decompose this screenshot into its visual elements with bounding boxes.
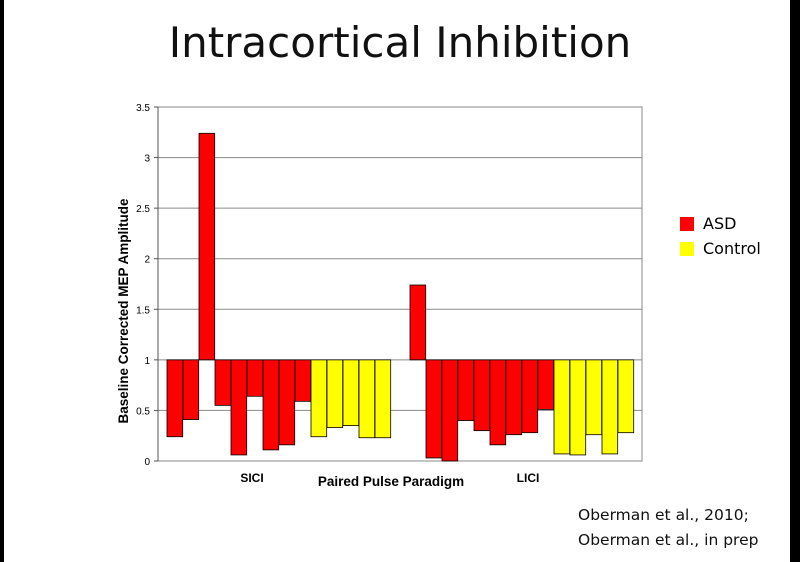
legend-item-asd: ASD	[680, 211, 761, 236]
bar-sici-asd	[214, 359, 232, 406]
y-tick-label: 2	[144, 255, 150, 266]
chart-legend: ASD Control	[680, 211, 761, 261]
legend-label-asd: ASD	[703, 214, 737, 233]
y-tick-label: 1	[144, 356, 150, 367]
bar-lici-control	[601, 359, 619, 455]
bar-sici-asd	[166, 359, 184, 438]
bar-lici-asd	[505, 359, 523, 436]
x-category-label: SICI	[240, 471, 263, 485]
legend-swatch-asd	[680, 216, 694, 231]
bar-sici-asd	[230, 359, 248, 456]
legend-label-control: Control	[703, 239, 761, 258]
bar-lici-asd	[425, 359, 443, 459]
bar-sici-asd	[246, 359, 264, 397]
x-axis-title: Paired Pulse Paradigm	[318, 474, 464, 489]
citation-line-1: Oberman et al., 2010;	[578, 506, 749, 524]
legend-item-control: Control	[680, 236, 761, 261]
citation: Oberman et al., 2010; Oberman et al., in…	[578, 503, 758, 553]
y-tick-label: 3	[144, 154, 150, 165]
bar-sici-control	[310, 359, 328, 438]
bar-sici-asd	[278, 359, 296, 446]
bar-sici-control	[326, 359, 344, 429]
bar-sici-asd	[262, 359, 280, 451]
bar-lici-asd	[441, 359, 459, 462]
bar-sici-asd	[198, 132, 216, 361]
bar-lici-asd	[489, 359, 507, 446]
y-axis-title: Baseline Corrected MEP Amplitude	[116, 198, 131, 424]
citation-line-2: Oberman et al., in prep	[578, 531, 759, 549]
bar-sici-control	[342, 359, 360, 427]
y-tick-label: 3.5	[136, 103, 150, 114]
bar-lici-control	[617, 359, 635, 434]
legend-swatch-control	[680, 241, 694, 256]
bar-sici-asd	[182, 359, 200, 420]
y-tick-label: 0	[144, 457, 150, 468]
slide-title: Intracortical Inhibition	[168, 18, 632, 67]
bar-lici-asd	[521, 359, 539, 434]
right-edge-bar	[790, 0, 800, 562]
y-tick-label: 1.5	[136, 305, 150, 316]
y-tick-label: 0.5	[136, 406, 150, 417]
bar-lici-asd	[409, 284, 427, 361]
bar-lici-control	[553, 359, 571, 455]
y-tick-label: 2.5	[136, 204, 150, 215]
bar-sici-control	[358, 359, 376, 439]
bar-lici-control	[569, 359, 587, 456]
bar-lici-asd	[537, 359, 555, 410]
bar-sici-control	[374, 359, 392, 439]
bar-sici-asd	[294, 359, 312, 402]
bar-lici-control	[585, 359, 603, 436]
left-edge-bar	[0, 0, 4, 562]
bar-lici-asd	[473, 359, 491, 432]
bar-lici-asd	[457, 359, 475, 421]
x-category-label: LICI	[517, 471, 540, 485]
